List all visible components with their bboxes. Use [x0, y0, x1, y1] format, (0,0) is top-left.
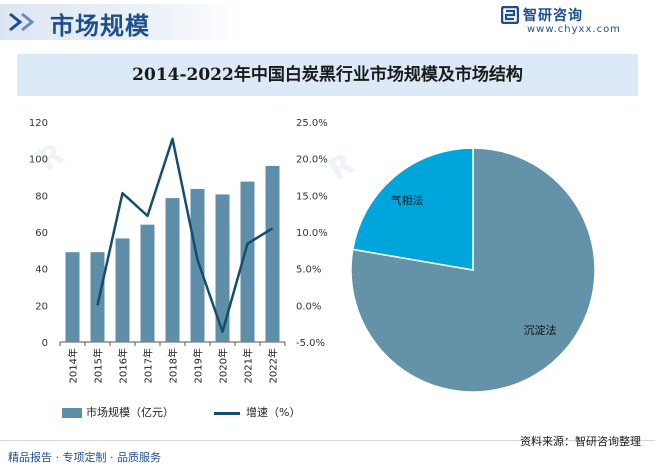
- bar: [141, 225, 155, 342]
- legend-item-bar: 市场规模（亿元）: [62, 404, 174, 420]
- bar: [266, 166, 280, 342]
- bar: [191, 189, 205, 342]
- y-right-tick-label: 10.0%: [296, 228, 328, 239]
- y-left-tick-label: 100: [29, 155, 48, 166]
- page-footer: 精品报告 · 专项定制 · 品质服务 资料来源：智研咨询整理: [0, 440, 655, 468]
- legend-item-line: 增速（%）: [214, 404, 300, 420]
- y-right-tick-label: 5.0%: [296, 265, 321, 276]
- y-right-tick-label: -5.0%: [296, 338, 325, 349]
- bar: [91, 252, 105, 342]
- x-tick-label: 2022年: [267, 348, 280, 383]
- y-left-tick-label: 0: [42, 338, 48, 349]
- y-right-tick-label: 0.0%: [296, 301, 321, 312]
- bar: [166, 198, 180, 342]
- x-tick-label: 2019年: [192, 348, 205, 383]
- footer-source: 资料来源：智研咨询整理: [520, 433, 641, 449]
- x-tick-label: 2020年: [217, 348, 230, 383]
- y-left-tick-label: 20: [35, 301, 48, 312]
- pie-slice: [353, 148, 473, 270]
- legend-label-bar: 市场规模（亿元）: [86, 406, 174, 419]
- x-tick-label: 2017年: [142, 348, 155, 383]
- legend-swatch-line: [214, 412, 240, 415]
- pie-label: 沉淀法: [524, 323, 557, 337]
- y-left-tick-label: 80: [35, 191, 48, 202]
- x-tick-label: 2016年: [117, 348, 130, 383]
- x-tick-label: 2018年: [167, 348, 180, 383]
- x-tick-label: 2015年: [92, 348, 105, 383]
- y-right-tick-label: 20.0%: [296, 155, 328, 166]
- x-tick-label: 2014年: [67, 348, 80, 383]
- y-right-tick-label: 15.0%: [296, 191, 328, 202]
- y-left-tick-label: 120: [29, 118, 48, 129]
- bar: [66, 252, 80, 342]
- x-tick-label: 2021年: [242, 348, 255, 383]
- bar: [116, 238, 130, 342]
- footer-tagline: 精品报告 · 专项定制 · 品质服务: [8, 449, 161, 465]
- legend-swatch-bar: [62, 408, 82, 418]
- y-left-tick-label: 60: [35, 228, 48, 239]
- y-left-tick-label: 40: [35, 265, 48, 276]
- legend-label-line: 增速（%）: [246, 406, 300, 419]
- pie-label: 气相法: [391, 193, 424, 207]
- y-right-tick-label: 25.0%: [296, 118, 328, 129]
